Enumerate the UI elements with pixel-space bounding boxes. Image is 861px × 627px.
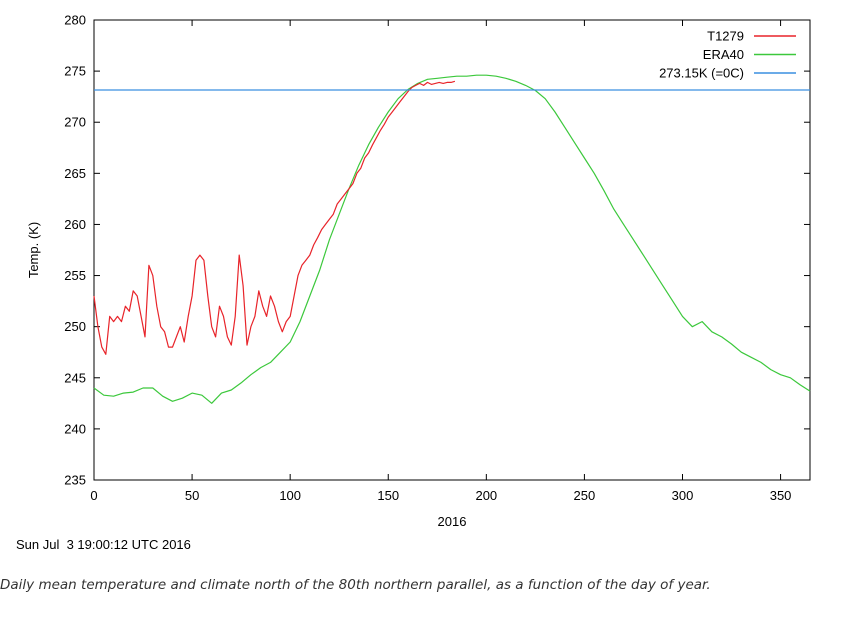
x-axis-label: 2016 — [438, 514, 467, 529]
legend-label: 273.15K (=0C) — [659, 66, 744, 81]
legend: T1279 ERA40 273.15K (=0C) — [659, 29, 796, 81]
x-tick-label: 150 — [377, 488, 399, 503]
series-line-t1279 — [93, 80, 456, 355]
legend-label: ERA40 — [703, 47, 744, 62]
x-tick-labels: 0 50 100 150 200 250 300 350 — [90, 488, 791, 503]
legend-label: T1279 — [707, 29, 744, 44]
x-tick-label: 350 — [770, 488, 792, 503]
x-tick-label: 100 — [279, 488, 301, 503]
x-tick-label: 200 — [475, 488, 497, 503]
x-tick-label: 0 — [90, 488, 97, 503]
y-tick-label: 260 — [64, 217, 86, 232]
series-line-era40 — [93, 74, 811, 404]
y-tick-label: 235 — [64, 473, 86, 488]
y-tick-label: 280 — [64, 13, 86, 28]
plot-frame — [93, 19, 811, 481]
x-tick-label: 250 — [574, 488, 596, 503]
temperature-chart: 0 50 100 150 200 250 300 350 235 240 245 250 255 260… — [26, 13, 811, 529]
y-tick-label: 265 — [64, 166, 86, 181]
x-tick-label: 50 — [185, 488, 199, 503]
y-tick-label: 275 — [64, 64, 86, 79]
series-lines — [93, 74, 811, 404]
figure-caption: Daily mean temperature and climate north… — [0, 577, 711, 593]
y-tick-label: 250 — [64, 319, 86, 334]
axis-ticks — [93, 19, 810, 481]
y-axis-label: Temp. (K) — [26, 222, 41, 278]
x-tick-label: 300 — [672, 488, 694, 503]
y-tick-label: 270 — [64, 115, 86, 130]
y-tick-label: 240 — [64, 421, 86, 436]
y-tick-label: 255 — [64, 268, 86, 283]
y-tick-label: 245 — [64, 370, 86, 385]
y-tick-labels: 235 240 245 250 255 260 265 270 275 280 — [64, 13, 86, 488]
generation-timestamp: Sun Jul 3 19:00:12 UTC 2016 — [16, 537, 191, 552]
